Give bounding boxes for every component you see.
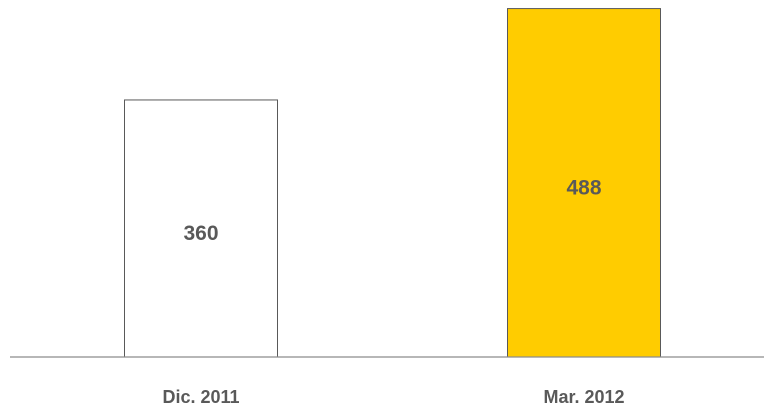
data-label: 360 — [183, 222, 218, 245]
data-label: 488 — [566, 176, 601, 199]
x-tick-label: Mar. 2012 — [543, 387, 624, 407]
bar — [507, 8, 661, 358]
x-tick-label: Dic. 2011 — [162, 387, 239, 407]
bar — [124, 99, 278, 358]
